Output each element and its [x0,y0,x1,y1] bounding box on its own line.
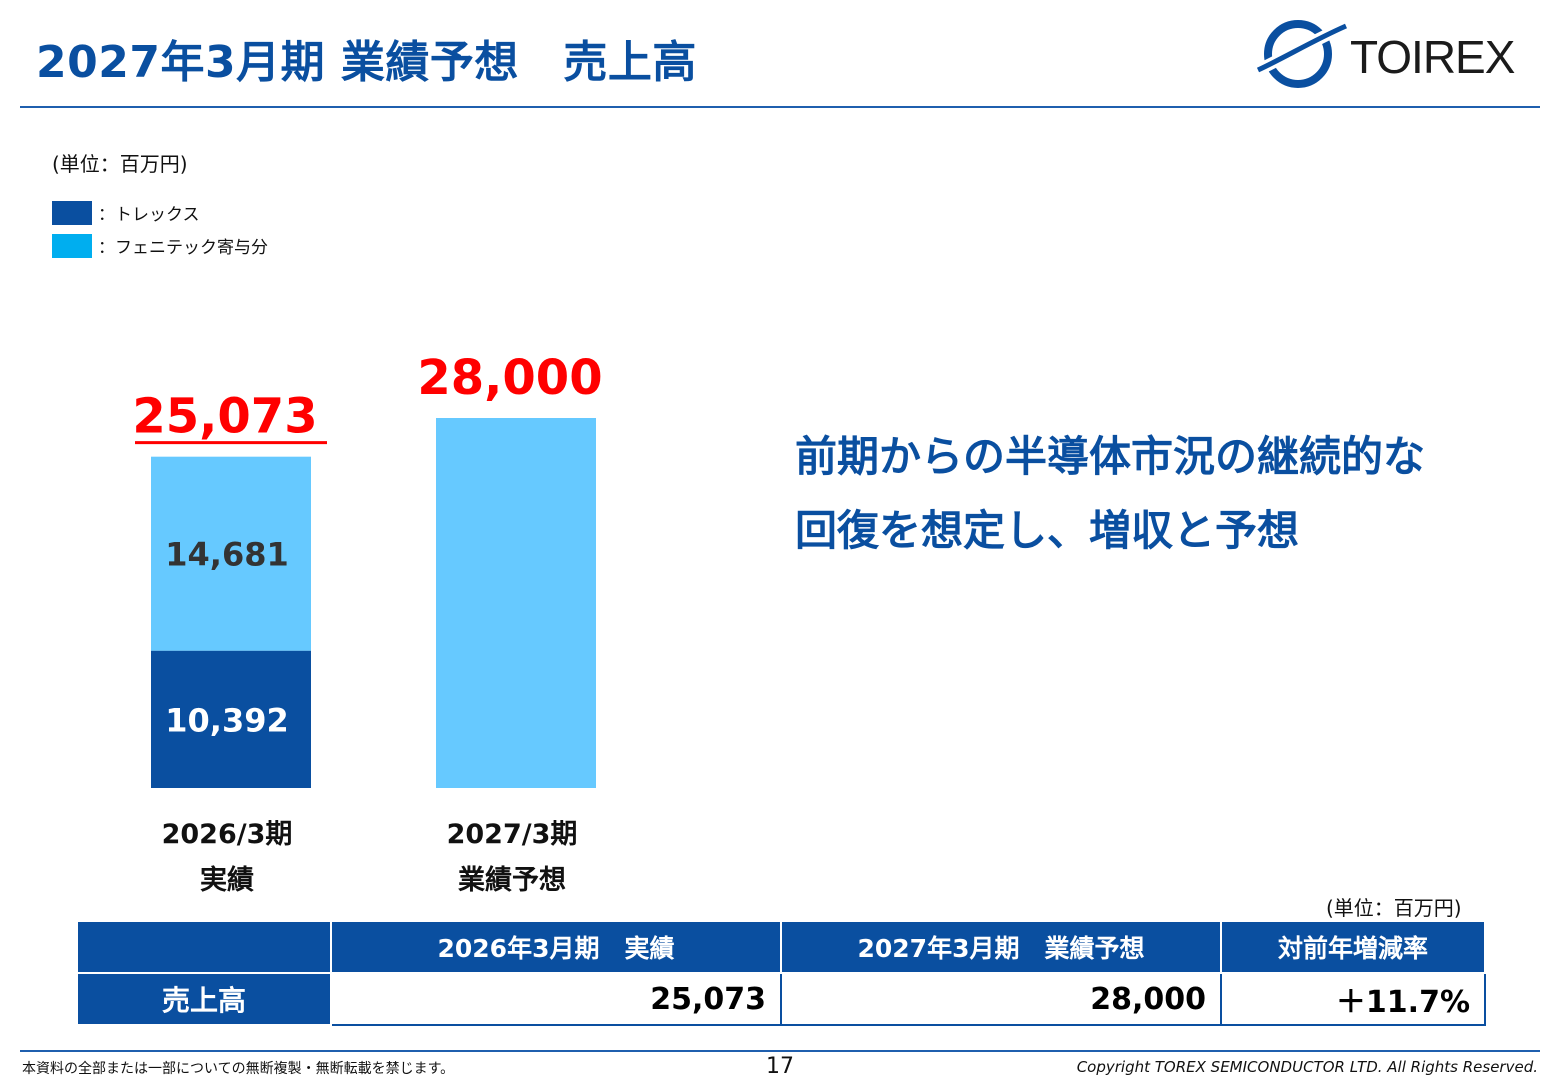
copyright: Copyright TOREX SEMICONDUCTOR LTD. All R… [1076,1058,1538,1076]
legend-swatch-phenitec [52,233,92,258]
headline-line-1: 前期からの半導体市況の継続的な [795,432,1426,481]
page-number: 17 [766,1054,794,1079]
total-label-1: 28,000 [417,350,602,406]
legend-item-phenitec: ：フェニテック寄与分 [52,233,268,258]
table-cell-fy2027: 28,000 [780,972,1222,1026]
x-tick-label-1-line2: 業績予想 [458,864,566,896]
table-header-fy2026: 2026年3月期 実績 [330,920,782,974]
data-label-phenitec-0: 14,681 [165,536,288,574]
bar-phenitec-0 [151,456,311,651]
footer-divider [20,1050,1540,1052]
x-tick-label-1-line1: 2027/3期 [447,819,578,850]
chart-unit-label: (単位：百万円) [52,152,188,176]
table-cell-yoy: ＋11.7% [1220,972,1486,1026]
header-divider [20,106,1540,108]
x-tick-label-0-line1: 2026/3期 [162,819,293,850]
total-label-0: 25,073 [132,389,317,445]
orbit-logo-icon [1255,20,1349,88]
torex-logo: TOIREX [1254,18,1524,94]
bar-total-1 [436,418,596,788]
table-header-row: 2026年3月期 実績 2027年3月期 業績予想 対前年増減率 [76,920,1486,974]
legend-label-torex: ：トレックス [98,205,200,225]
table-row: 売上高 25,073 28,000 ＋11.7% [76,972,1486,1026]
sales-summary-table: 2026年3月期 実績 2027年3月期 業績予想 対前年増減率 売上高 25,… [76,920,1486,1026]
headline-message: 前期からの半導体市況の継続的な 回復を想定し、増収と予想 [795,420,1425,568]
data-label-torex-0: 10,392 [165,701,288,739]
table-cell-fy2026: 25,073 [330,972,782,1026]
legend-swatch-torex [52,200,92,225]
table-header-blank [76,920,332,974]
bar-torex-0 [151,650,311,788]
logo-wordmark: TOIREX [1350,31,1515,83]
legend-item-torex: ：トレックス [52,200,200,225]
x-tick-label-0-line2: 実績 [200,864,254,896]
table-header-yoy: 対前年増減率 [1220,920,1486,974]
table-row-label: 売上高 [76,972,332,1026]
copy-notice: 本資料の全部または一部についての無断複製・無断転載を禁じます。 [22,1061,455,1077]
legend-label-phenitec: ：フェニテック寄与分 [98,238,268,258]
table-unit-label: (単位：百万円) [1326,896,1462,920]
table-header-fy2027: 2027年3月期 業績予想 [780,920,1222,974]
headline-line-2: 回復を想定し、増収と予想 [795,506,1300,555]
page-title: 2027年3月期 業績予想 売上高 [36,37,697,88]
